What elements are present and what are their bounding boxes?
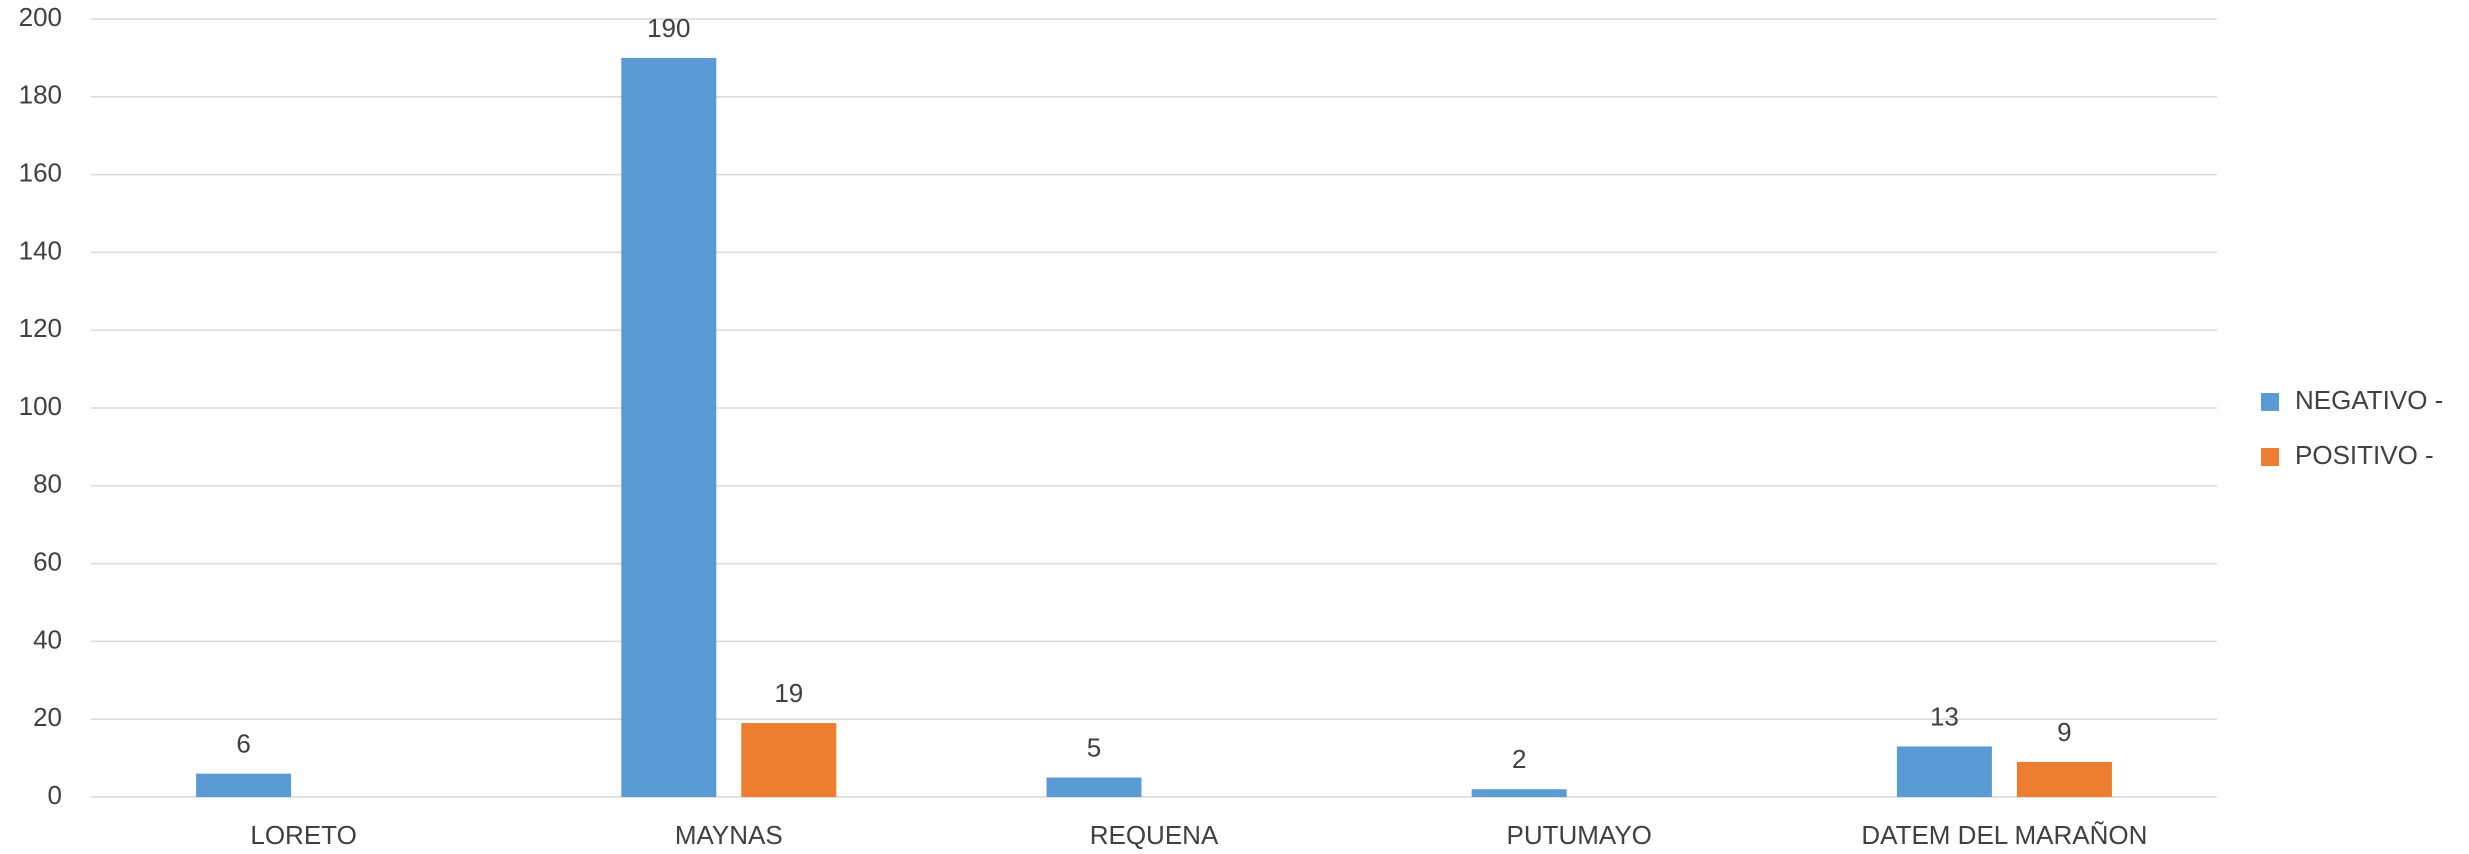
legend-label: POSITIVO - (2295, 440, 2434, 470)
y-tick-label: 160 (19, 157, 62, 187)
x-tick-label: PUTUMAYO (1506, 820, 1651, 850)
legend-swatch (2261, 393, 2279, 411)
bar (1471, 789, 1567, 797)
x-tick-label: REQUENA (1090, 820, 1219, 850)
data-label: 19 (774, 678, 803, 708)
y-tick-label: 80 (33, 469, 62, 499)
legend-swatch (2261, 448, 2279, 466)
x-tick-label: MAYNAS (675, 820, 783, 850)
x-tick-label: LORETO (250, 820, 356, 850)
bar (1046, 777, 1142, 797)
bar (741, 723, 837, 797)
y-tick-label: 20 (33, 702, 62, 732)
y-tick-label: 120 (19, 313, 62, 343)
y-tick-label: 0 (48, 780, 62, 810)
data-label: 6 (236, 729, 250, 759)
data-label: 13 (1930, 701, 1959, 731)
y-tick-label: 60 (33, 546, 62, 576)
bar (621, 57, 717, 797)
y-tick-label: 200 (19, 2, 62, 32)
data-label: 9 (2057, 717, 2071, 747)
bar (196, 773, 292, 797)
bar (2016, 761, 2112, 797)
legend-label: NEGATIVO - (2295, 385, 2443, 415)
bar (1896, 746, 1992, 797)
y-tick-label: 100 (19, 391, 62, 421)
data-label: 2 (1512, 744, 1526, 774)
y-tick-label: 40 (33, 624, 62, 654)
y-tick-label: 180 (19, 80, 62, 110)
x-tick-label: DATEM DEL MARAÑON (1861, 820, 2147, 850)
data-label: 5 (1087, 732, 1101, 762)
y-tick-label: 140 (19, 235, 62, 265)
data-label: 190 (647, 13, 690, 43)
